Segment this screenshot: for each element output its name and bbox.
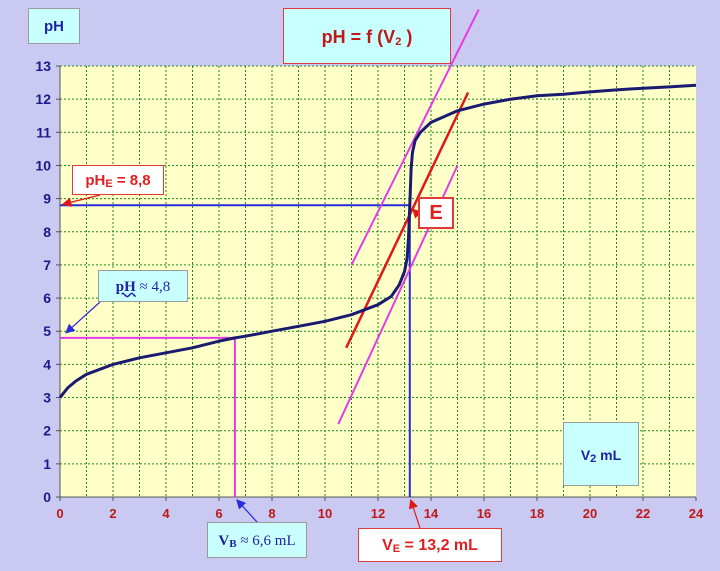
title-end: ) [401,27,413,47]
chart-title: pH = f (V2 ) [283,8,451,64]
y-tick-label: 11 [36,124,51,140]
title-main: pH = f (V [321,27,396,47]
equivalence-volume-label: VE = 13,2 mL [358,528,502,562]
x-tick-label: 10 [318,506,332,521]
phb-main: pH [115,279,136,295]
y-tick-label: 13 [35,58,51,74]
e-text: E [429,202,443,224]
x-tick-label: 18 [530,506,544,521]
y-tick-label: 1 [43,456,51,472]
half-equivalence-ph-label: pH ≈ 4,8 [98,270,188,302]
x-tick-label: 2 [109,506,116,521]
y-tick-label: 12 [35,91,51,107]
y-tick-label: 7 [43,257,51,273]
phe-value: = 8,8 [112,172,151,189]
y-tick-label: 6 [43,290,51,306]
equivalence-ph-label: pHE = 8,8 [72,165,164,195]
x-tick-label: 6 [215,506,222,521]
vb-main: V [218,533,230,549]
y-unit-label: pH [28,8,80,44]
x-tick-label: 20 [583,506,597,521]
grid-horizontal [60,65,696,465]
vb-sub: B [229,538,237,550]
y-tick-label: 9 [43,191,51,207]
x-tick-label: 24 [689,506,704,521]
x-tick-label: 12 [371,506,385,521]
x-tick-label: 4 [162,506,170,521]
titration-curve [58,83,697,399]
title-sub: 2 [395,36,402,48]
construction-lines [60,204,411,497]
annotation-arrows [61,194,433,529]
x-tick-label: 14 [424,506,439,521]
x-tick-label: 8 [268,506,275,521]
y-tick-label: 0 [43,489,51,505]
y-tick-label: 8 [43,224,51,240]
equivalence-point-label: E [418,197,454,229]
phe-main: pH [85,172,106,189]
x-unit-main: V [580,447,591,463]
y-unit-text: pH [44,18,64,35]
series-line-tangent [350,9,480,266]
ve-sub: E [392,543,401,555]
ve-main: V [382,537,393,554]
x-unit-end: mL [596,447,622,463]
x-unit-sub: 2 [590,453,597,465]
y-tick-label: 2 [43,423,51,439]
arrow-phb [65,301,101,334]
x-unit-label: V2 mL [563,422,639,486]
arrow-vb [236,499,258,523]
arrow-phe [61,194,101,207]
half-equivalence-volume-label: VB ≈ 6,6 mL [207,522,307,558]
y-tick-label: 3 [43,390,51,406]
y-tick-label: 10 [35,157,51,173]
phb-value: ≈ 4,8 [135,279,171,295]
x-tick-label: 16 [477,506,491,521]
arrow-ve [408,498,421,529]
series-line-bisector [345,91,470,349]
y-tick-label: 5 [43,323,51,339]
phe-sub: E [105,178,113,190]
ve-value: = 13,2 mL [400,537,478,554]
x-tick-label: 22 [636,506,650,521]
x-tick-labels: 0 2 4 6 8 10 12 14 16 18 20 22 24 [56,497,704,521]
series-line-curve [58,83,697,399]
y-tick-label: 4 [43,356,51,372]
vb-value: ≈ 6,6 mL [236,533,296,549]
x-tick-label: 0 [56,506,63,521]
